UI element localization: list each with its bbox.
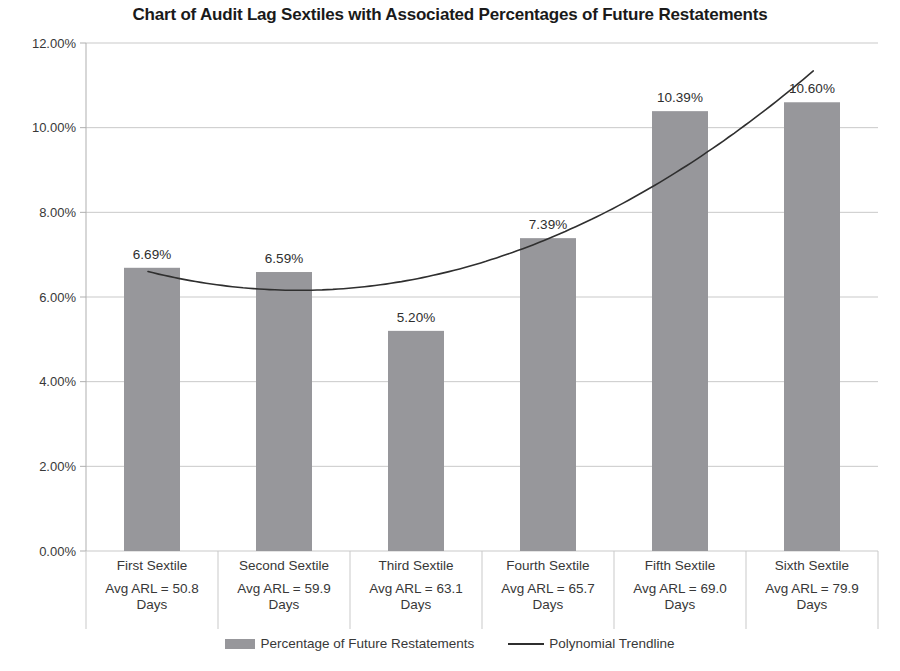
bar-value-label: 6.59% <box>265 251 303 266</box>
bar-value-label: 10.39% <box>657 90 703 105</box>
trendline-curve <box>148 71 813 290</box>
chart-canvas: 0.00% 2.00% 4.00% 6.00% 8.00% 10.00% 12.00% 6.6… <box>0 0 900 671</box>
bar <box>388 331 444 551</box>
bar <box>256 272 312 551</box>
legend-label-bars: Percentage of Future Restatements <box>260 636 474 651</box>
bar <box>784 102 840 551</box>
bar-value-label: 10.60% <box>789 81 835 96</box>
y-tick-label: 10.00% <box>32 120 77 135</box>
bar <box>652 111 708 551</box>
y-tick-label: 8.00% <box>39 205 76 220</box>
chart-legend: Percentage of Future Restatements Polyno… <box>0 636 900 651</box>
y-tick-label: 0.00% <box>39 544 76 559</box>
bar <box>520 238 576 551</box>
bar-series-swatch-icon <box>225 639 255 649</box>
legend-item-bars: Percentage of Future Restatements <box>225 636 474 651</box>
y-tick-label: 12.00% <box>32 36 77 51</box>
y-tick-label: 4.00% <box>39 374 76 389</box>
legend-item-trendline: Polynomial Trendline <box>508 636 674 651</box>
y-tick-label: 2.00% <box>39 459 76 474</box>
bar-value-label: 7.39% <box>529 217 567 232</box>
bar-value-label: 6.69% <box>133 247 171 262</box>
bar-value-label: 5.20% <box>397 310 435 325</box>
y-tick-label: 6.00% <box>39 290 76 305</box>
legend-label-trendline: Polynomial Trendline <box>549 636 674 651</box>
trendline-swatch-icon <box>508 643 544 645</box>
bar <box>124 268 180 551</box>
